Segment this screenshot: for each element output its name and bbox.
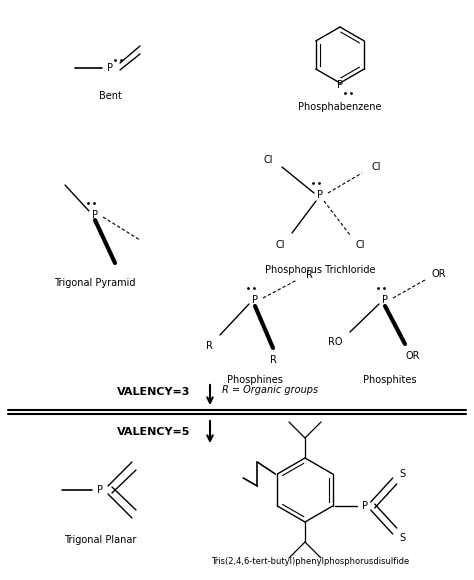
Text: VALENCY=3: VALENCY=3	[117, 387, 190, 397]
Text: VALENCY=5: VALENCY=5	[117, 427, 190, 437]
Text: P: P	[252, 295, 258, 305]
Text: P: P	[97, 485, 103, 495]
Text: P: P	[337, 80, 343, 90]
Text: R: R	[270, 355, 276, 365]
Text: Phosphines: Phosphines	[227, 375, 283, 385]
Text: R: R	[306, 270, 312, 280]
Text: RO: RO	[328, 337, 342, 347]
Text: Phosphites: Phosphites	[363, 375, 417, 385]
Text: Cl: Cl	[355, 240, 365, 250]
Text: Phosphorus Trichloride: Phosphorus Trichloride	[265, 265, 375, 275]
Text: OR: OR	[432, 269, 446, 279]
Text: P: P	[317, 190, 323, 200]
Text: Tris(2,4,6-tert-butyl)phenylphosphorusdisulfide: Tris(2,4,6-tert-butyl)phenylphosphorusdi…	[211, 557, 409, 567]
Text: P: P	[107, 63, 113, 73]
Text: R: R	[206, 341, 212, 351]
Text: P: P	[362, 501, 368, 511]
Text: Phosphabenzene: Phosphabenzene	[298, 102, 382, 112]
Text: S: S	[400, 469, 406, 479]
Text: S: S	[400, 533, 406, 543]
Text: P: P	[92, 210, 98, 220]
Text: Trigonal Planar: Trigonal Planar	[64, 535, 136, 545]
Text: P: P	[382, 295, 388, 305]
Text: OR: OR	[406, 351, 420, 361]
Text: Trigonal Pyramid: Trigonal Pyramid	[54, 278, 136, 288]
Text: Cl: Cl	[371, 162, 381, 172]
Text: Cl: Cl	[263, 155, 273, 165]
Text: Cl: Cl	[275, 240, 285, 250]
Text: R = Organic groups: R = Organic groups	[222, 385, 318, 395]
Text: Bent: Bent	[99, 91, 121, 101]
